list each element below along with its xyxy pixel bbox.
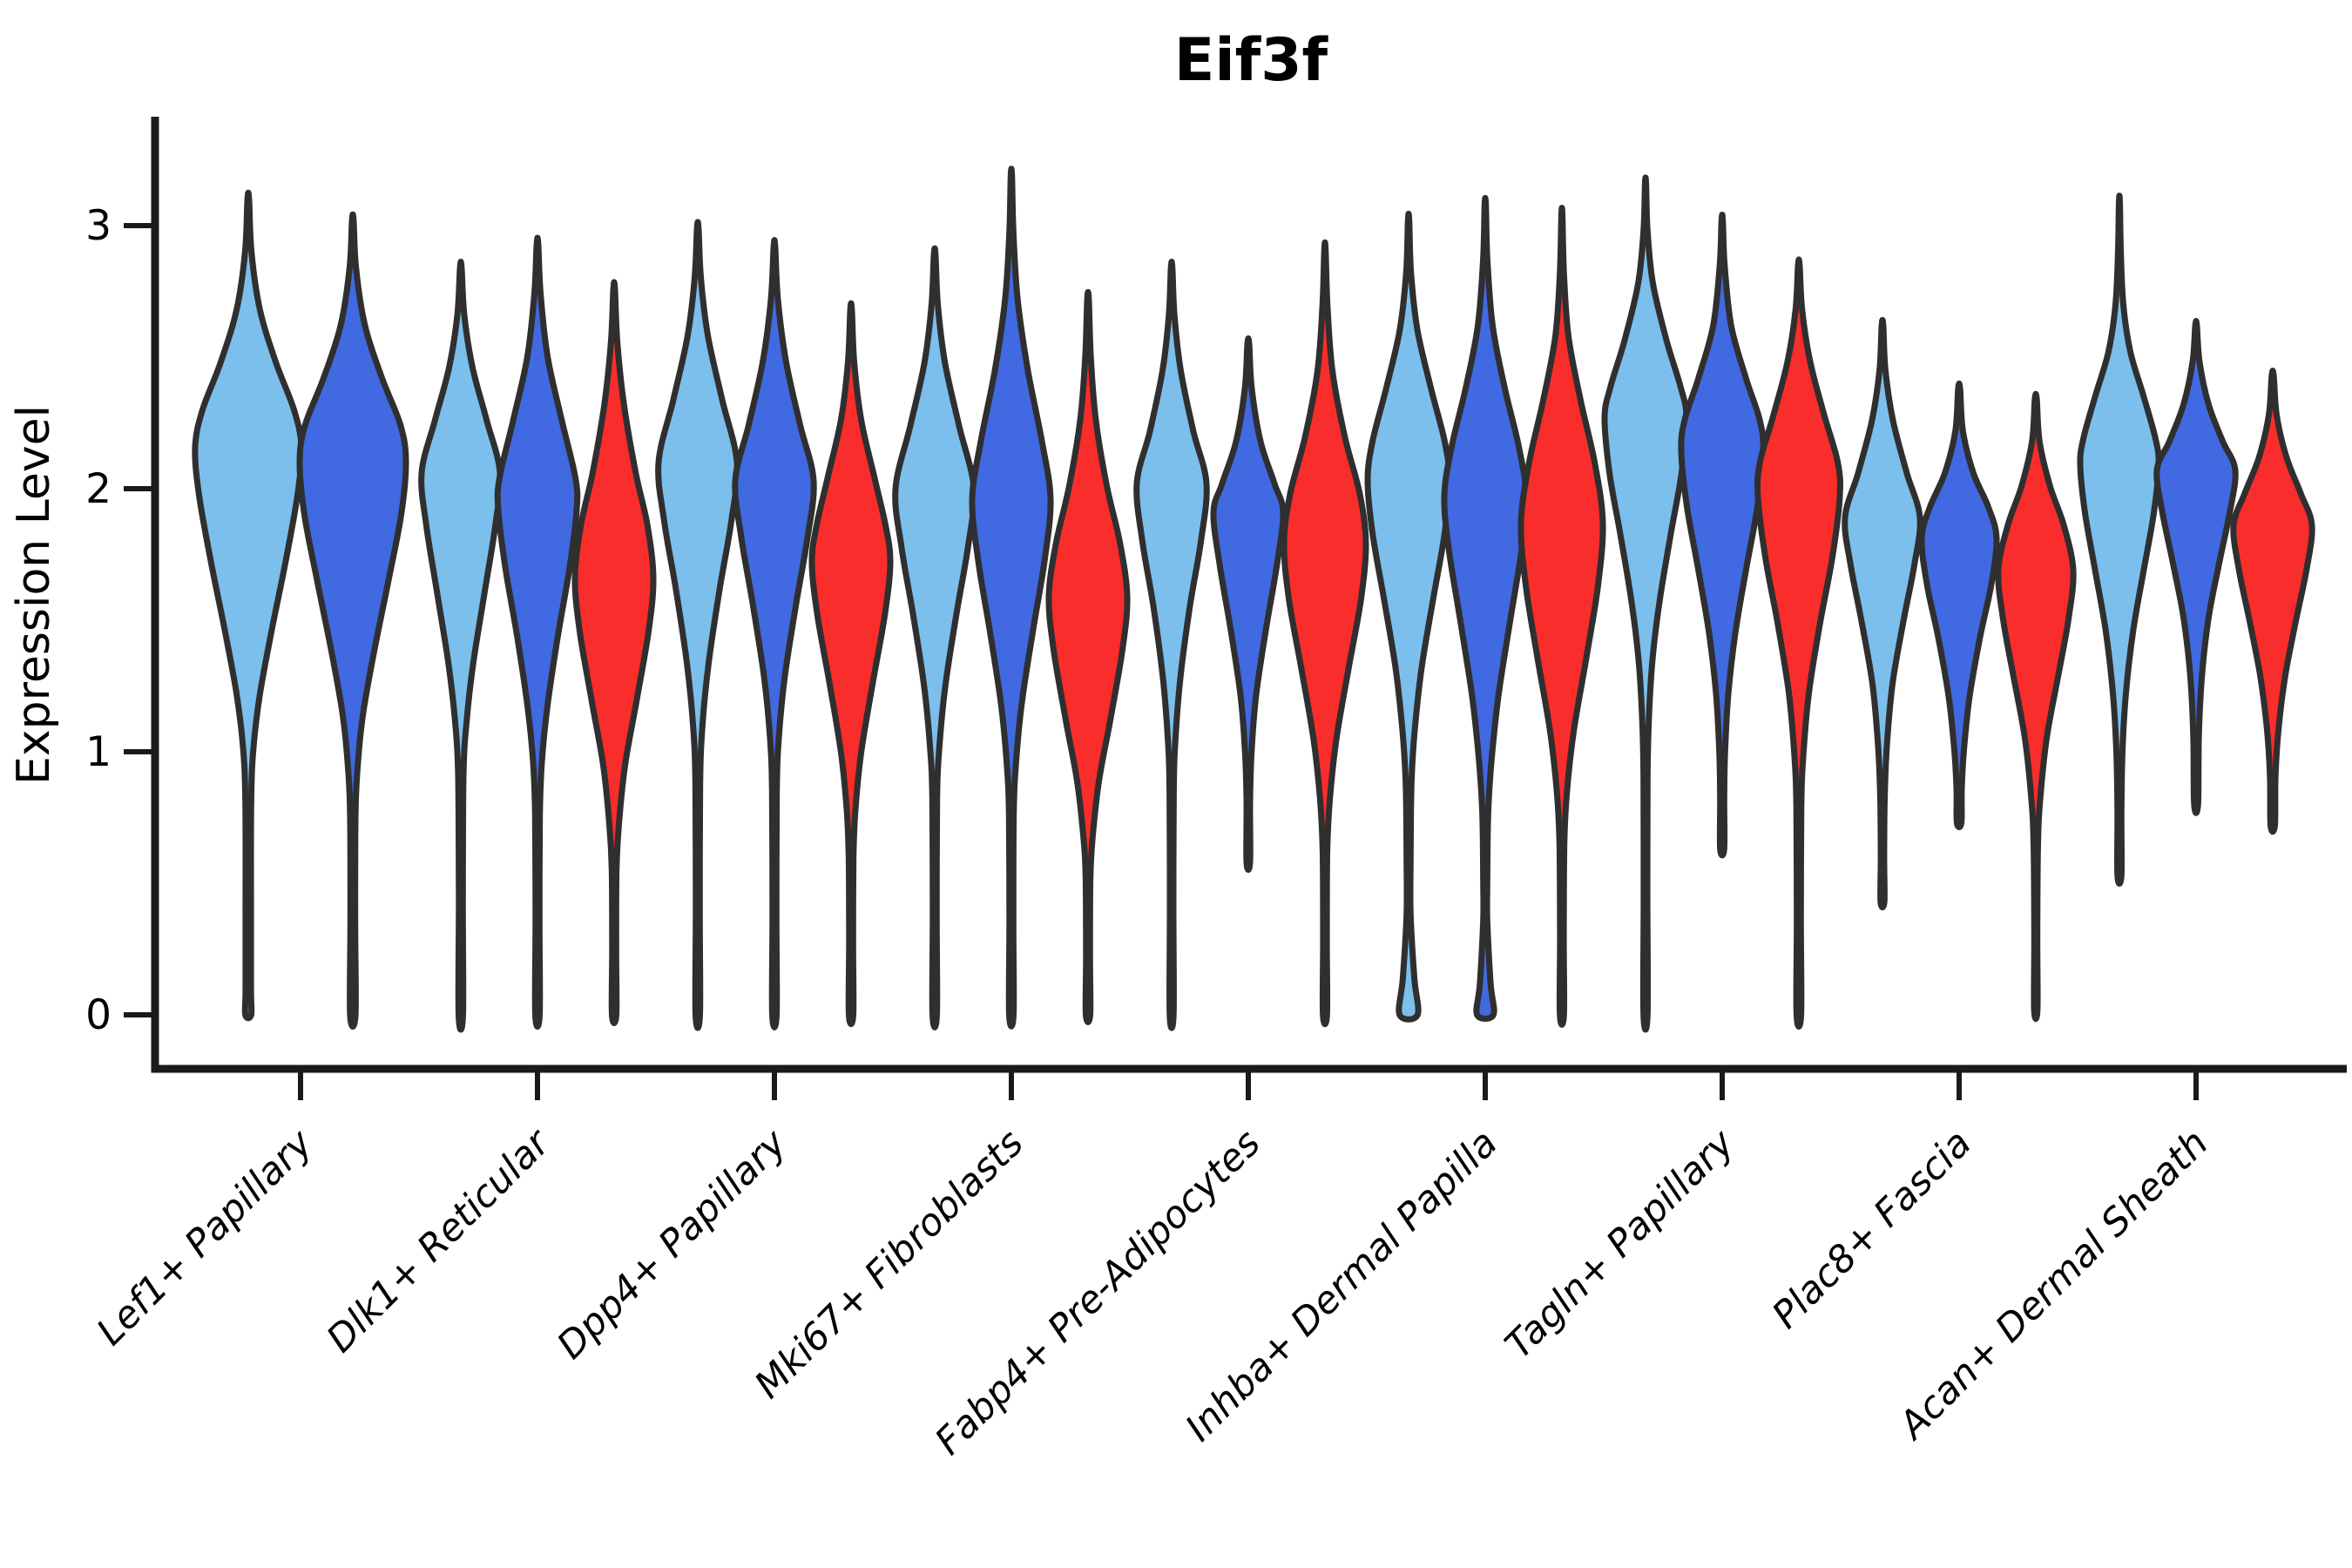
violin-8-royal_blue [1918,380,2000,830]
violin-8-red [1995,390,2077,1023]
x-tick-label-3: Dpp4+ Papillary [549,1121,795,1368]
violin-3-red [808,300,894,1028]
violin-5-royal_blue [1210,335,1287,873]
x-tick-label-8: Plac8+ Fascia [1764,1121,1980,1337]
violin-1-light_blue [192,189,305,1022]
violin-4-royal_blue [969,166,1054,1030]
y-tick-label-3: 3 [85,202,112,250]
violin-9-red [2230,367,2315,835]
violin-6-royal_blue [1441,194,1530,1022]
violin-9-royal_blue [2153,317,2239,816]
axis-spines [151,117,2347,1073]
violin-2-light_blue [418,259,504,1033]
violin-5-light_blue [1133,259,1210,1031]
y-tick-label-0: 0 [85,991,112,1039]
x-tick-label-1: Lef1+ Papillary [89,1121,321,1354]
violin-9-light_blue [2077,193,2162,887]
violin-7-royal_blue [1678,212,1767,859]
violin-4-red [1045,288,1131,1025]
violin-6-light_blue [1364,210,1453,1023]
x-tick-label-4: Mki67+ Fibroblasts [747,1121,1032,1407]
violin-4-light_blue [892,245,977,1031]
violin-2-royal_blue [494,234,581,1031]
violin-3-light_blue [655,219,740,1031]
chart-title: Eif3f [1174,26,1329,95]
violin-5-red [1281,239,1369,1028]
y-tick-label-1: 1 [85,728,112,776]
x-tick-label-7: Tagln+ Papillary [1497,1121,1744,1368]
x-tick-label-2: Dlk1+ Reticular [319,1120,560,1362]
y-tick-labels: 0 1 2 3 [85,202,155,1039]
violin-2-red [571,279,657,1026]
y-axis-label: Expression Level [8,405,60,785]
violin-3-royal_blue [732,237,817,1031]
violin-7-red [1754,256,1843,1031]
violins-layer [192,166,2315,1033]
axes-layer [151,117,2347,1073]
violin-8-light_blue [1842,316,1923,911]
violin-6-red [1517,205,1606,1028]
violin-7-light_blue [1601,174,1690,1033]
y-tick-label-2: 2 [85,465,112,513]
violin-1-royal_blue [296,211,409,1031]
